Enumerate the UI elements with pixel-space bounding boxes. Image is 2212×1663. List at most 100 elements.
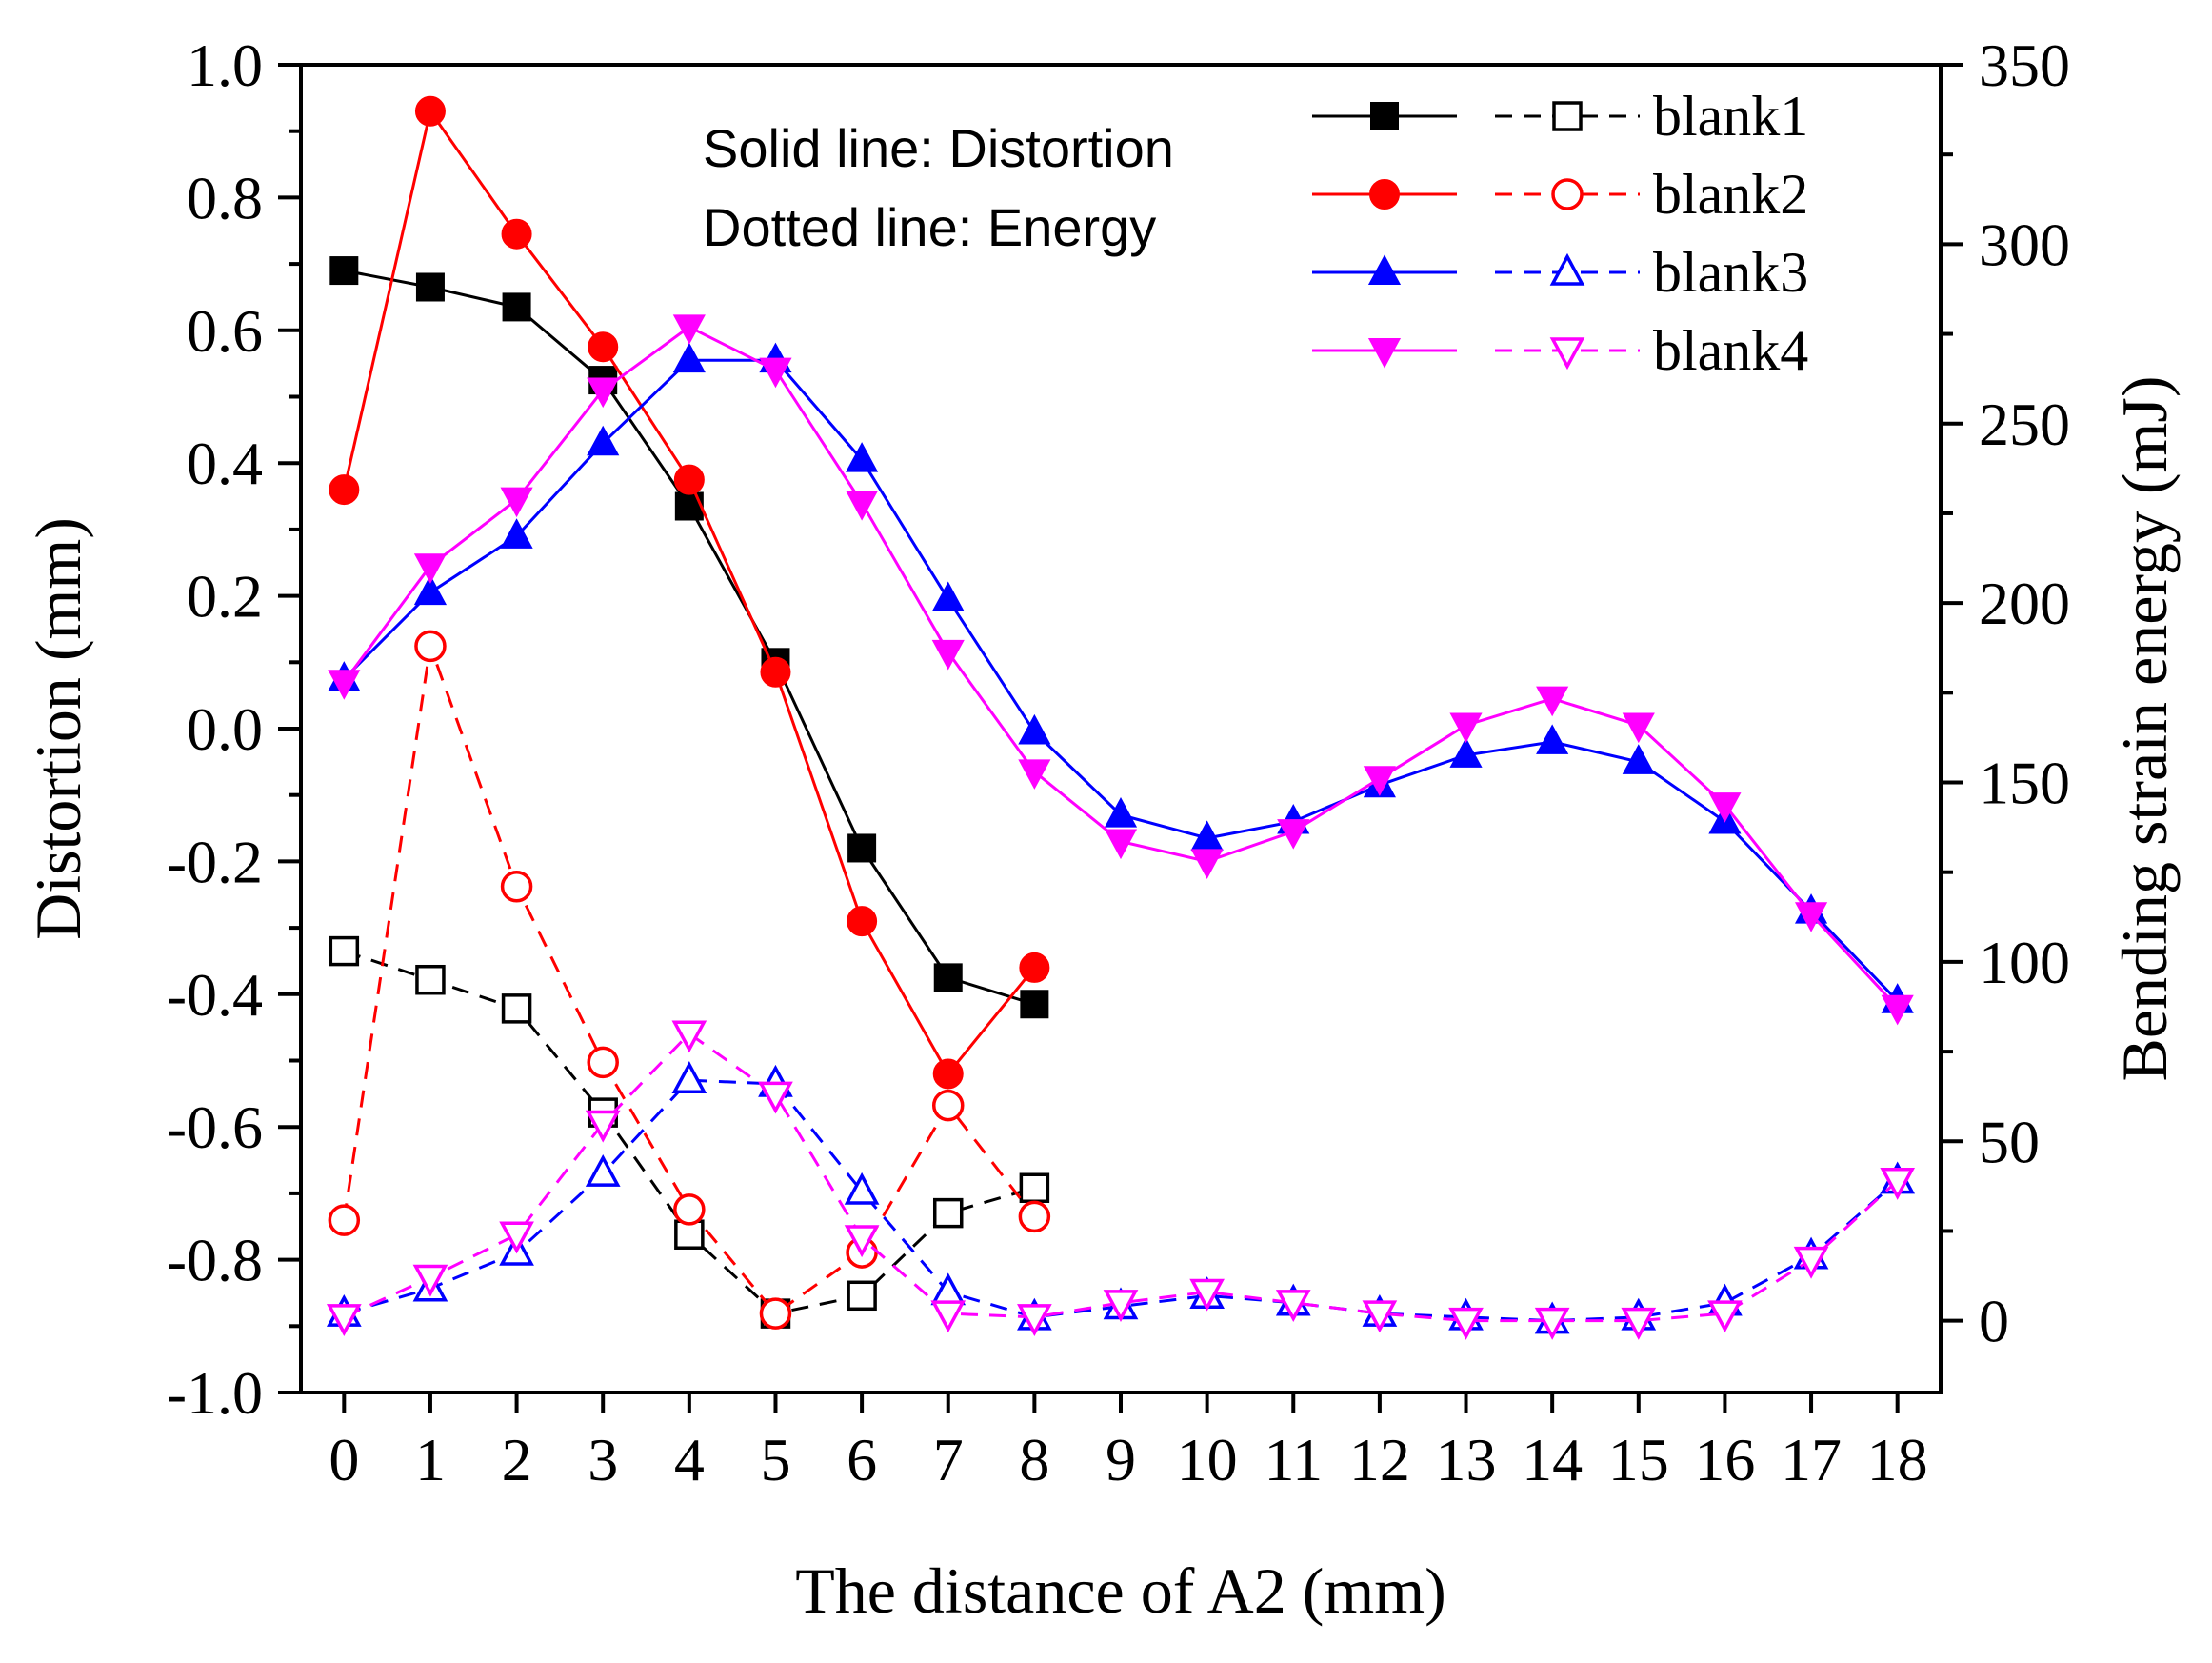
series-blank2-energy (328, 630, 1051, 1330)
point-blank4-distortion (1708, 792, 1742, 823)
legend-dashed-marker (1549, 337, 1585, 371)
point-blank4-energy (326, 1304, 362, 1337)
point-blank4-distortion (413, 553, 448, 584)
legend-label: blank2 (1653, 163, 1808, 226)
y-right-tick-label: 50 (1979, 1108, 2040, 1175)
x-tick-label: 5 (760, 1426, 790, 1493)
point-blank3-distortion (931, 581, 965, 612)
x-tick-label: 10 (1177, 1426, 1238, 1493)
point-blank2-energy (759, 1297, 792, 1330)
point-blank4-distortion (1018, 759, 1051, 790)
point-blank4-distortion (672, 314, 706, 345)
x-tick-label: 14 (1522, 1426, 1583, 1493)
x-tick-label: 7 (933, 1426, 964, 1493)
y-left-tick-label: -0.8 (167, 1227, 263, 1294)
y-left-tick-label: 1.0 (187, 31, 263, 99)
point-blank1-distortion (674, 491, 704, 521)
point-blank1-energy (329, 935, 360, 967)
point-blank4-distortion (1104, 829, 1138, 860)
y-left-tick-label: 0.0 (187, 695, 263, 763)
x-tick-label: 11 (1264, 1426, 1323, 1493)
point-blank3-distortion (500, 518, 533, 549)
point-blank2-distortion (847, 906, 878, 937)
point-blank3-distortion (587, 425, 620, 456)
point-blank2-distortion (588, 331, 619, 363)
point-blank4-energy (844, 1225, 880, 1258)
x-tick-label: 18 (1867, 1426, 1928, 1493)
point-blank4-energy (1362, 1300, 1398, 1333)
point-blank3-distortion (672, 342, 706, 373)
point-blank1-energy (501, 993, 532, 1024)
x-tick-label: 2 (502, 1426, 532, 1493)
x-tick-label: 4 (674, 1426, 705, 1493)
point-blank2-distortion (932, 1058, 964, 1090)
point-blank1-energy (932, 1197, 964, 1229)
point-blank4-energy (1448, 1307, 1484, 1340)
series-blank3-distortion (328, 342, 1914, 1013)
y-left-tick-label: -1.0 (167, 1359, 263, 1427)
point-blank4-distortion (1190, 849, 1224, 879)
y-left-tick-label: 0.4 (187, 430, 263, 497)
legend-item-blank4: blank4 (1312, 319, 1808, 382)
x-tick-label: 8 (1019, 1426, 1049, 1493)
annotation-solid-line: Solid line: Distortion (703, 118, 1174, 178)
point-blank1-energy (1019, 1172, 1050, 1203)
point-blank1-distortion (1020, 990, 1049, 1019)
point-blank2-energy (673, 1193, 706, 1226)
line-blank4-distortion (343, 325, 1899, 1009)
legend-item-blank1: blank1 (1312, 85, 1808, 148)
point-blank2-energy (1018, 1200, 1051, 1233)
y-right-tick-label: 250 (1979, 391, 2070, 458)
point-blank4-energy (1189, 1278, 1225, 1312)
x-tick-label: 9 (1106, 1426, 1136, 1493)
point-blank3-energy (585, 1154, 621, 1187)
point-blank3-distortion (1449, 737, 1483, 768)
point-blank3-distortion (1622, 744, 1655, 774)
point-blank3-distortion (846, 442, 879, 472)
point-blank1-distortion (329, 256, 359, 286)
point-blank4-distortion (1881, 994, 1914, 1026)
y-right-tick-label: 150 (1979, 750, 2070, 817)
legend-solid-marker (1370, 102, 1399, 130)
legend-solid-marker (1369, 179, 1400, 210)
legend-dashed-marker (1552, 101, 1583, 131)
y-right-tick-label: 300 (1979, 210, 2070, 278)
y-left-tick-label: 0.8 (187, 164, 263, 231)
line-blank4-energy (343, 1032, 1899, 1323)
point-blank3-distortion (1104, 797, 1138, 828)
point-blank2-distortion (1019, 952, 1050, 983)
point-blank2-distortion (414, 95, 446, 127)
point-blank3-distortion (413, 574, 448, 606)
point-blank1-energy (847, 1280, 877, 1312)
point-blank4-distortion (931, 639, 965, 671)
point-blank4-energy (412, 1264, 448, 1297)
point-blank2-energy (931, 1089, 965, 1122)
point-blank1-distortion (847, 833, 877, 863)
point-blank4-distortion (587, 377, 620, 409)
y-axis-title-left: Distortion (mm) (22, 517, 94, 940)
x-tick-label: 0 (329, 1426, 359, 1493)
point-blank4-energy (1880, 1167, 1916, 1200)
y-left-tick-label: -0.4 (167, 961, 263, 1029)
x-tick-label: 17 (1781, 1426, 1842, 1493)
legend-label: blank4 (1653, 319, 1808, 382)
legend-dashed-marker (1551, 178, 1584, 210)
series-blank2-distortion (329, 95, 1050, 1090)
x-tick-label: 1 (415, 1426, 446, 1493)
legend: blank1 blank2 blank3 blank4 (1312, 85, 1808, 382)
point-blank4-energy (758, 1081, 793, 1114)
axis-ticks: 0 1 2 3 4 5 6 7 8 9 10 11 12 13 14 15 16 17 18-1.0-0.8-0.6… (167, 31, 2070, 1493)
point-blank2-energy (500, 871, 533, 903)
point-blank4-distortion (1449, 712, 1483, 744)
series-layer (326, 95, 1916, 1340)
point-blank4-energy (1793, 1246, 1829, 1279)
point-blank4-energy (1534, 1307, 1570, 1340)
point-blank4-energy (585, 1110, 621, 1143)
point-blank1-distortion (415, 272, 445, 302)
point-blank2-distortion (501, 218, 532, 250)
point-blank4-distortion (1794, 902, 1828, 932)
y-left-tick-label: 0.2 (187, 563, 263, 631)
point-blank4-distortion (328, 670, 361, 700)
point-blank4-distortion (846, 491, 879, 521)
line-blank3-distortion (343, 358, 1899, 1002)
